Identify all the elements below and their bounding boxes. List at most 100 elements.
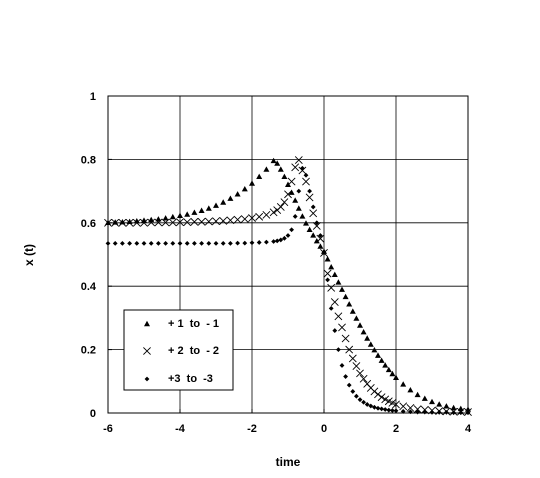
- data-point: [321, 250, 327, 256]
- x-axis-ticks: -6 -4 -2 0 2 4: [103, 409, 472, 435]
- data-point: [126, 218, 133, 225]
- data-point: [357, 397, 363, 403]
- data-point: [184, 241, 190, 246]
- data-point: [338, 323, 346, 332]
- data-point: [368, 403, 374, 409]
- data-point: [277, 166, 284, 172]
- data-point: [278, 237, 284, 243]
- legend-markers: [143, 320, 151, 382]
- data-point: [285, 181, 291, 187]
- data-point: [269, 208, 278, 217]
- x-axis-label: time: [276, 455, 301, 469]
- data-point: [332, 328, 338, 333]
- data-point: [212, 217, 220, 226]
- data-point: [429, 409, 435, 415]
- data-point: [249, 240, 255, 246]
- data-point: [184, 211, 191, 217]
- data-point: [234, 191, 241, 197]
- data-point: [372, 404, 377, 410]
- data-point: [375, 405, 381, 411]
- data-point: [292, 197, 299, 203]
- data-point: [296, 188, 302, 194]
- data-point: [436, 409, 442, 415]
- data-point: [280, 198, 289, 207]
- data-point: [226, 216, 235, 225]
- data-point: [132, 218, 141, 227]
- legend: + 1 to - 1 + 2 to - 2 +3 to -3: [123, 309, 234, 391]
- data-point: [127, 241, 132, 246]
- y-tick-label: 0.4: [81, 281, 97, 293]
- data-point: [392, 400, 400, 409]
- data-point: [220, 199, 227, 205]
- data-point: [271, 239, 276, 244]
- data-point: [235, 240, 240, 246]
- data-point: [191, 209, 198, 215]
- data-point: [274, 238, 280, 244]
- data-point: [256, 173, 263, 180]
- data-point: [421, 395, 428, 401]
- data-point: [310, 232, 317, 238]
- data-point: [328, 263, 335, 270]
- data-point: [422, 409, 428, 415]
- data-point: [389, 370, 396, 377]
- data-point: [328, 305, 334, 311]
- data-point: [156, 241, 161, 246]
- data-point: [443, 403, 450, 409]
- data-point: [141, 241, 147, 246]
- data-point: [162, 215, 169, 221]
- x-tick-label: 2: [393, 423, 399, 435]
- data-point: [406, 404, 415, 412]
- x-tick-label: -6: [103, 423, 113, 435]
- data-point: [287, 177, 296, 186]
- data-point: [324, 256, 331, 262]
- x-tick-label: 0: [321, 423, 327, 435]
- data-point: [284, 190, 292, 199]
- data-point: [125, 218, 134, 227]
- data-point: [393, 374, 399, 381]
- data-point: [192, 241, 197, 246]
- data-point: [359, 374, 368, 383]
- data-point: [356, 369, 364, 378]
- data-point: [140, 218, 148, 227]
- data-point: [331, 271, 338, 277]
- data-point: [316, 234, 325, 243]
- data-point: [323, 269, 332, 278]
- data-point: [350, 389, 356, 394]
- data-point: [314, 220, 320, 226]
- data-point: [390, 408, 395, 413]
- data-point: [302, 177, 310, 186]
- data-point: [112, 219, 119, 225]
- data-point: [190, 217, 199, 226]
- data-point: [256, 240, 262, 245]
- data-point: [364, 335, 371, 341]
- data-point: [413, 405, 422, 414]
- data-point: [227, 195, 234, 201]
- legend-label-series-1: + 1 to - 1: [168, 318, 219, 330]
- data-point: [343, 374, 348, 379]
- data-point: [120, 241, 125, 246]
- data-point: [241, 185, 248, 192]
- data-point: [364, 402, 370, 407]
- data-point: [154, 218, 163, 227]
- data-point: [219, 216, 228, 225]
- data-point: [345, 345, 354, 354]
- data-point: [112, 241, 118, 246]
- legend-marker-series-3: [144, 376, 150, 382]
- data-point: [335, 279, 342, 285]
- data-point: [305, 193, 314, 202]
- data-point: [289, 227, 294, 233]
- y-tick-label: 1: [90, 91, 96, 103]
- data-point: [407, 386, 414, 393]
- data-point: [204, 217, 213, 226]
- data-point: [386, 407, 392, 413]
- data-point: [377, 393, 386, 402]
- data-point: [317, 243, 324, 249]
- data-point: [339, 363, 345, 368]
- data-point: [248, 214, 256, 222]
- data-point: [349, 308, 356, 314]
- data-point: [148, 216, 155, 223]
- data-point: [111, 218, 120, 227]
- data-point: [197, 217, 206, 226]
- data-point: [352, 362, 361, 371]
